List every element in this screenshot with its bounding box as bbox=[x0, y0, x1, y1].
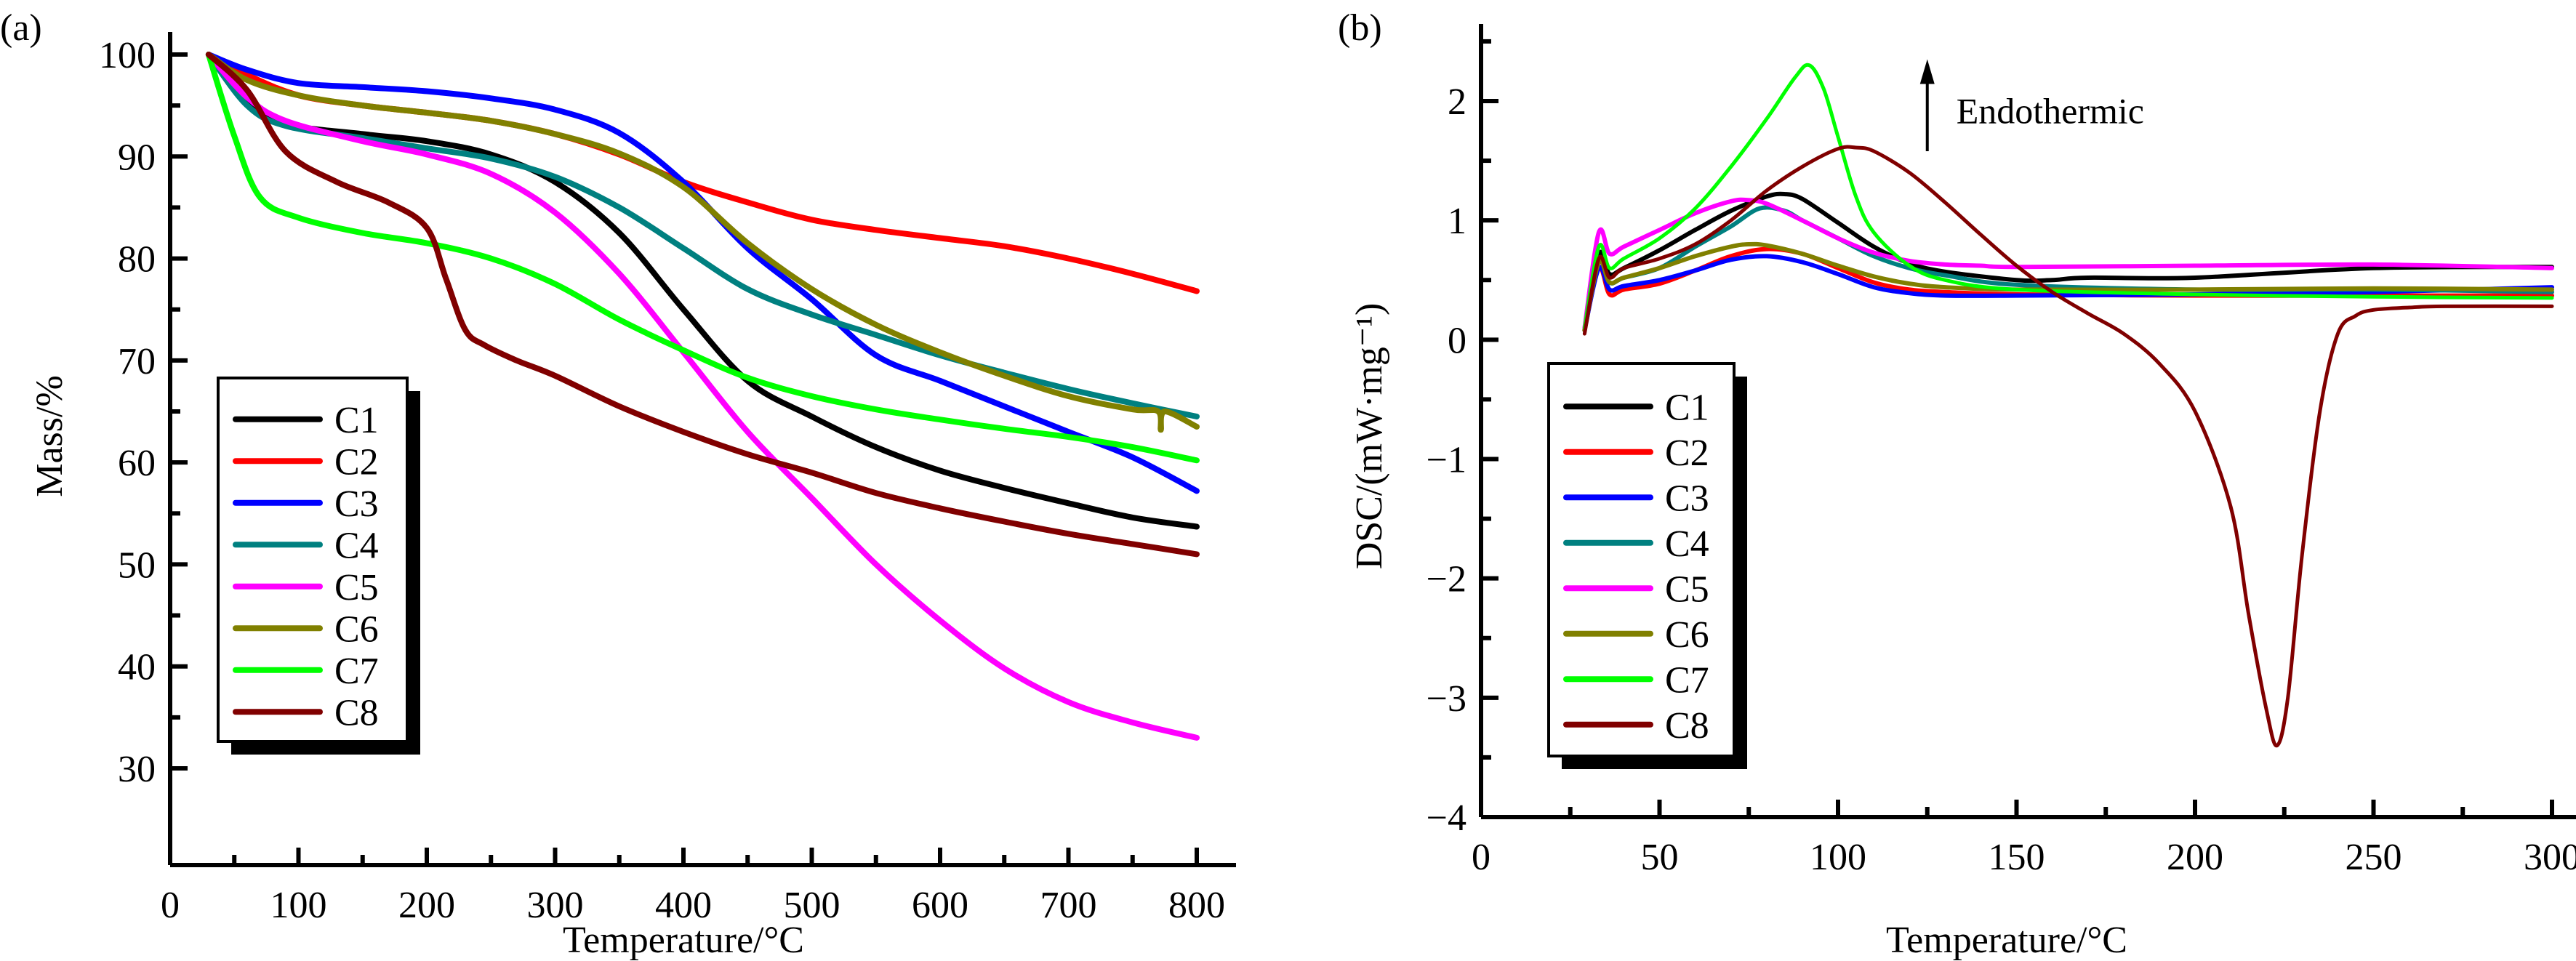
legend-label: C4 bbox=[1665, 523, 1709, 565]
y-tick-label: −3 bbox=[1427, 678, 1466, 720]
x-tick-label: 150 bbox=[1989, 837, 2045, 878]
x-tick-label: 500 bbox=[784, 885, 840, 926]
y-tick-label: −4 bbox=[1427, 797, 1466, 839]
x-tick-label: 200 bbox=[398, 885, 455, 926]
y-tick-label: 40 bbox=[118, 647, 156, 688]
x-tick-label: 100 bbox=[1810, 837, 1866, 878]
series-line-c6 bbox=[205, 52, 1200, 433]
legend-item-c1: C1 bbox=[1563, 387, 1709, 428]
legend-box bbox=[217, 377, 409, 743]
legend-label: C1 bbox=[1665, 387, 1709, 428]
series-line-c6 bbox=[1582, 241, 2554, 333]
y-tick-label: 50 bbox=[118, 544, 156, 586]
y-tick-label: −1 bbox=[1427, 440, 1466, 481]
x-tick-label: 100 bbox=[270, 885, 327, 926]
panel-a-ticks: 0 100 200 300 400 500 600 700 800 30 40 50 60 70 80 90 1… bbox=[99, 35, 1225, 926]
legend-label: C7 bbox=[334, 651, 379, 692]
legend-item-c8: C8 bbox=[233, 692, 379, 733]
x-tick-label: 600 bbox=[912, 885, 968, 926]
panel-b-label: (b) bbox=[1338, 7, 1382, 49]
y-tick-label: 1 bbox=[1448, 201, 1466, 242]
x-tick-label: 200 bbox=[2167, 837, 2223, 878]
legend-item-c6: C6 bbox=[233, 608, 379, 650]
x-tick-label: 300 bbox=[2524, 837, 2576, 878]
x-tick-label: 250 bbox=[2346, 837, 2402, 878]
x-tick-label: 700 bbox=[1040, 885, 1097, 926]
y-tick-label: 0 bbox=[1448, 320, 1466, 361]
legend-item-c7: C7 bbox=[1563, 659, 1709, 701]
y-tick-label: 80 bbox=[118, 239, 156, 281]
y-tick-label: 30 bbox=[118, 749, 156, 790]
series-line-c8 bbox=[1582, 145, 2554, 748]
legend-item-c3: C3 bbox=[1563, 478, 1709, 519]
legend-item-c5: C5 bbox=[1563, 568, 1709, 610]
legend-item-c5: C5 bbox=[233, 567, 379, 608]
panel-b-ticks: 0 50 100 150 200 250 300 −4 −3 −2 −1 0 1 2 bbox=[1427, 39, 2576, 878]
panel-a-series-group bbox=[205, 52, 1200, 741]
series-line-c8 bbox=[205, 52, 1200, 558]
panel-b-y-axis-title: DSC/(mW·mg⁻¹) bbox=[1349, 303, 1390, 570]
legend-label: C8 bbox=[1665, 705, 1709, 747]
legend-label: C8 bbox=[334, 692, 379, 733]
legend-label: C5 bbox=[334, 567, 379, 608]
series-line-c7 bbox=[205, 52, 1200, 464]
x-tick-label: 800 bbox=[1168, 885, 1225, 926]
y-tick-label: 90 bbox=[118, 137, 156, 178]
legend-label: C5 bbox=[1665, 568, 1709, 610]
x-tick-label: 0 bbox=[161, 885, 180, 926]
series-line-c1 bbox=[205, 52, 1200, 530]
legend-item-c8: C8 bbox=[1563, 705, 1709, 747]
panel-b-dsc-chart: (b) 0 50 100 150 200 250 300 −4 −3 −2 −1 0 1 2 Temper… bbox=[1338, 7, 2576, 961]
panel-a-axes bbox=[168, 32, 1236, 867]
legend-label: C2 bbox=[334, 441, 379, 483]
panel-a-tga-chart: (a) 0 100 200 300 400 500 600 700 800 30 40 50 60 70 8… bbox=[0, 7, 1236, 961]
legend-label: C2 bbox=[1665, 433, 1709, 474]
panel-b-x-axis-title: Temperature/°C bbox=[1886, 920, 2127, 961]
series-line-c5 bbox=[205, 52, 1200, 741]
legend-item-c7: C7 bbox=[233, 651, 379, 692]
x-tick-label: 300 bbox=[527, 885, 584, 926]
series-line-c7 bbox=[1582, 63, 2554, 330]
y-tick-label: 60 bbox=[118, 443, 156, 484]
legend-label: C1 bbox=[334, 400, 379, 441]
x-tick-label: 400 bbox=[655, 885, 712, 926]
x-tick-label: 0 bbox=[1472, 837, 1490, 878]
legend-item-c1: C1 bbox=[233, 400, 379, 441]
legend-label: C6 bbox=[1665, 614, 1709, 656]
panel-b-series-group bbox=[1582, 63, 2554, 748]
series-line-c5 bbox=[1582, 197, 2554, 330]
y-tick-label: −2 bbox=[1427, 559, 1466, 600]
x-tick-label: 50 bbox=[1641, 837, 1679, 878]
legend-label: C4 bbox=[334, 525, 379, 566]
panel-a-label: (a) bbox=[0, 7, 42, 49]
panel-b-axes bbox=[1479, 24, 2576, 819]
endothermic-arrowhead-icon bbox=[1919, 59, 1935, 84]
legend-item-c3: C3 bbox=[233, 483, 379, 525]
panel-a-x-axis-title: Temperature/°C bbox=[563, 920, 804, 961]
endothermic-label: Endothermic bbox=[1957, 91, 2144, 132]
legend-label: C3 bbox=[1665, 478, 1709, 519]
legend-box bbox=[1547, 362, 1736, 757]
legend-item-c4: C4 bbox=[1563, 523, 1709, 565]
legend-label: C7 bbox=[1665, 659, 1709, 701]
legend-item-c2: C2 bbox=[233, 441, 379, 483]
legend-item-c6: C6 bbox=[1563, 614, 1709, 656]
panel-b-endothermic-annotation: Endothermic bbox=[1919, 59, 2144, 151]
y-tick-label: 100 bbox=[99, 35, 156, 76]
panel-a-y-axis-title: Mass/% bbox=[29, 375, 71, 497]
legend-item-c4: C4 bbox=[233, 525, 379, 566]
legend-item-c2: C2 bbox=[1563, 433, 1709, 474]
legend-label: C3 bbox=[334, 483, 379, 525]
legend-label: C6 bbox=[334, 608, 379, 650]
y-tick-label: 2 bbox=[1448, 81, 1466, 123]
y-tick-label: 70 bbox=[118, 341, 156, 382]
